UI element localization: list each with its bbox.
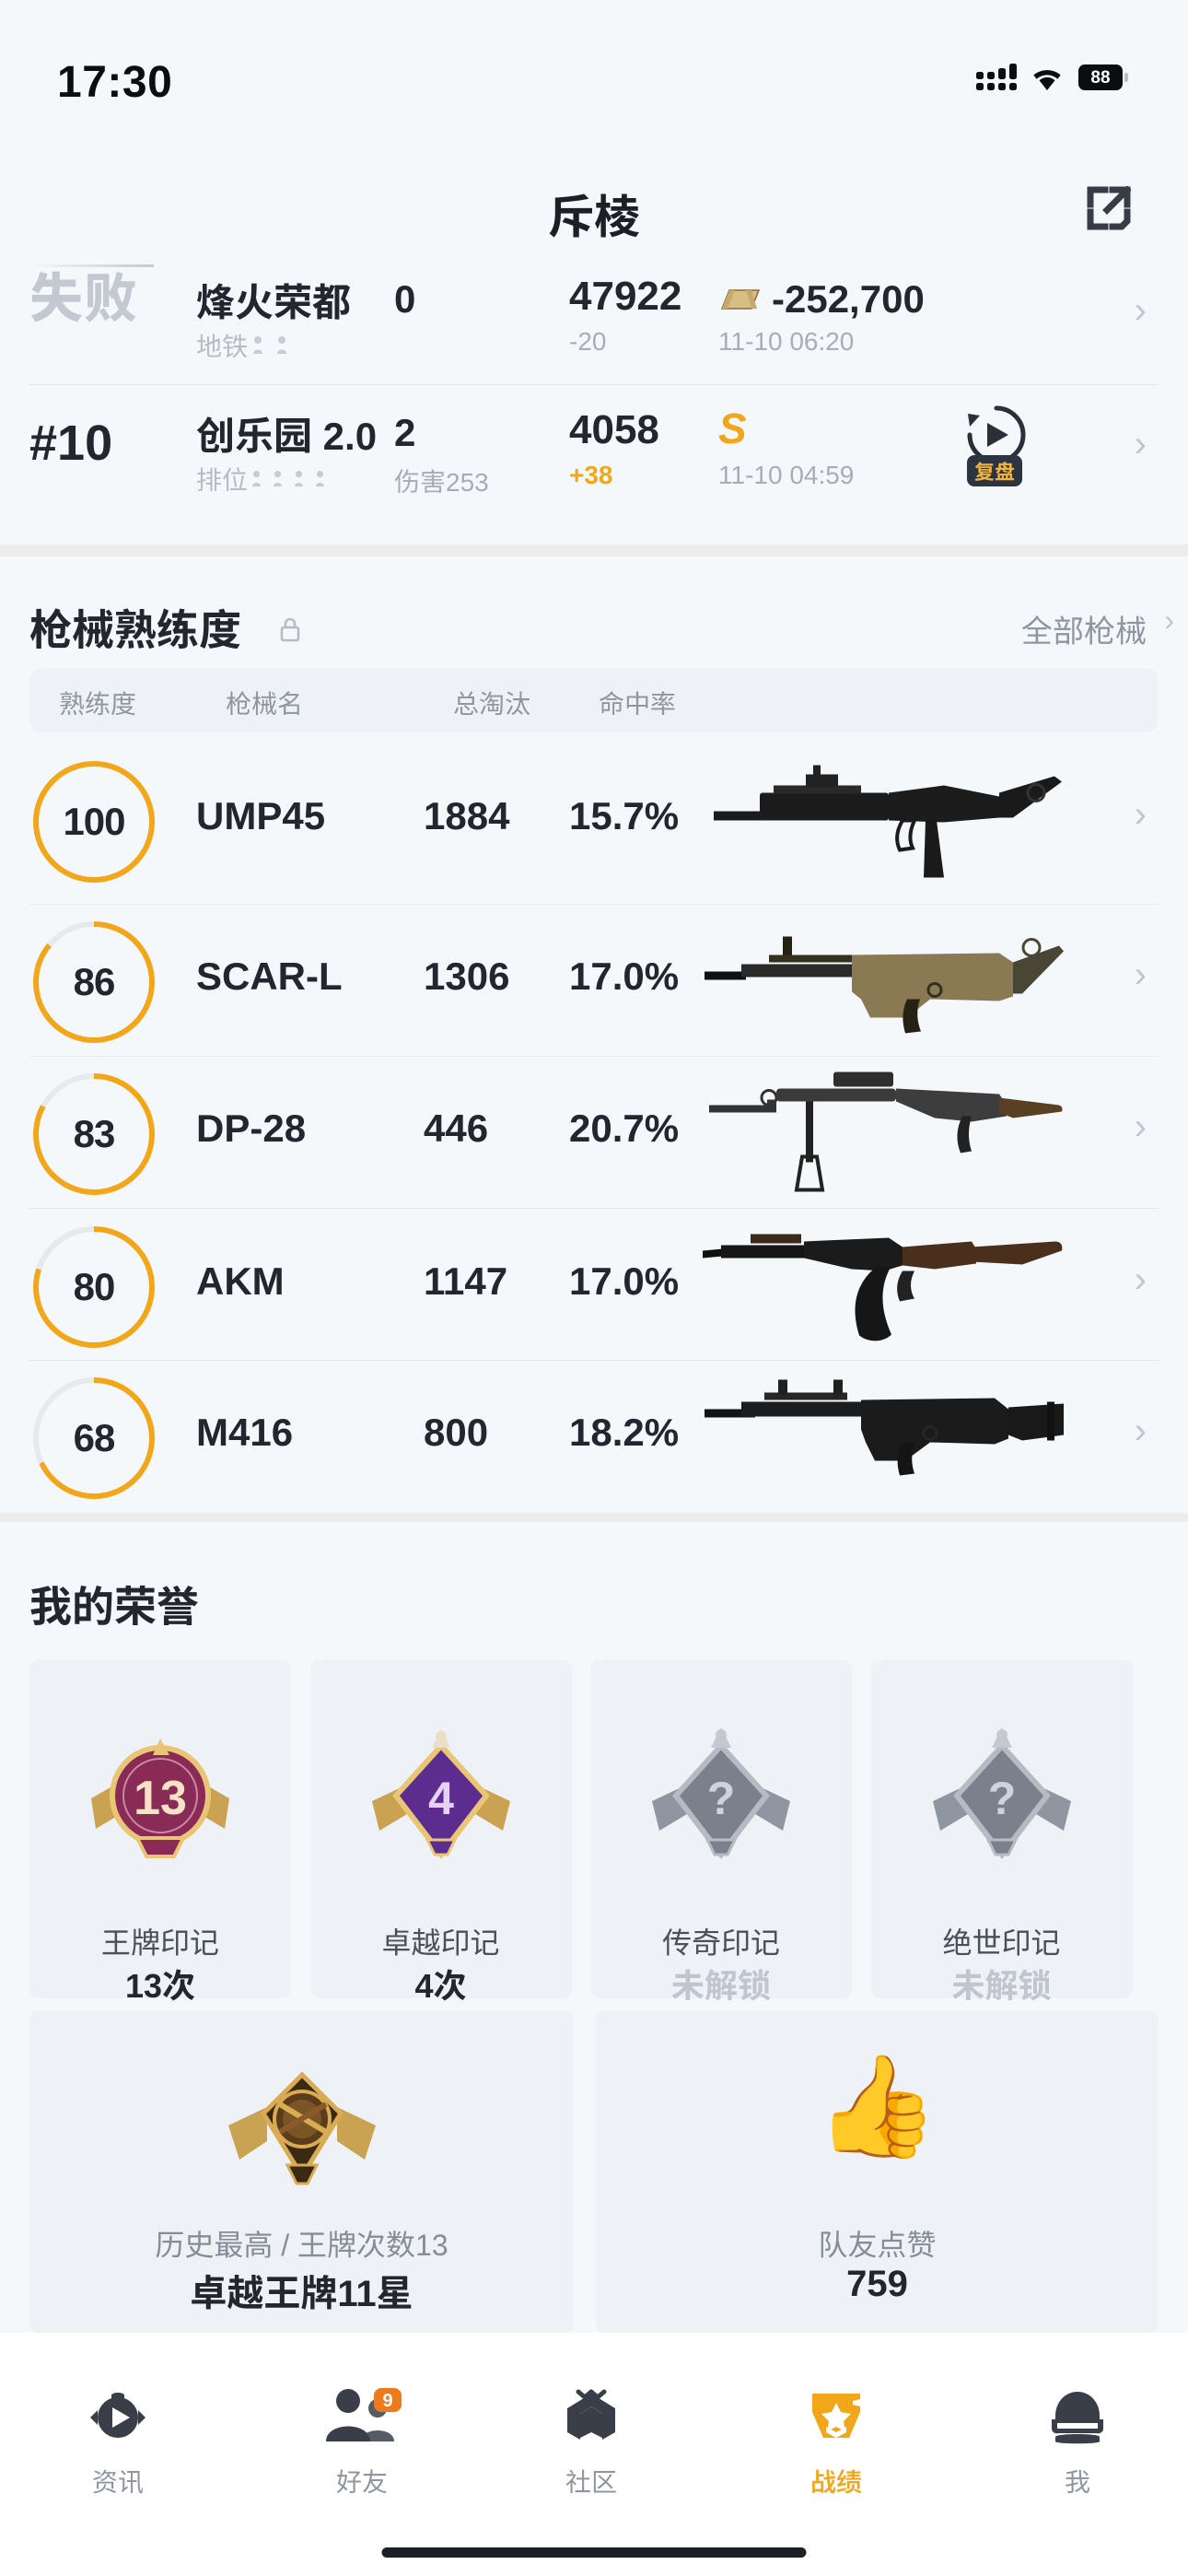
svg-text:4: 4	[428, 1773, 454, 1824]
svg-text:?: ?	[707, 1773, 736, 1824]
svg-text:9: 9	[382, 2391, 392, 2411]
svg-text:13: 13	[134, 1772, 187, 1825]
svg-text:?: ?	[987, 1773, 1016, 1824]
svg-text:88: 88	[1090, 68, 1110, 88]
